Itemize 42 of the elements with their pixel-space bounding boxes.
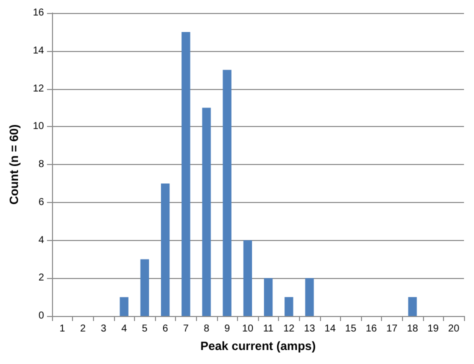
y-tick-label: 14 [32,45,44,56]
x-tick-label: 6 [162,324,169,334]
x-tick-label: 17 [386,324,398,334]
y-tick-label: 2 [38,272,44,284]
x-tick-label: 8 [204,324,210,334]
x-tick-label: 5 [142,324,148,334]
bar [408,297,417,316]
x-tick-label: 4 [121,324,128,334]
x-axis-title: Peak current (amps) [200,339,316,353]
y-tick-label: 12 [32,83,44,94]
bar [202,108,211,316]
bar [264,278,273,316]
x-tick-label: 7 [183,324,190,334]
y-tick-label: 10 [32,121,44,132]
y-axis-title: Count (n = 60) [7,124,21,205]
x-tick-label: 15 [345,324,357,334]
bar [120,297,128,316]
x-tick-label: 9 [224,324,230,334]
x-tick-label: 10 [242,324,254,334]
y-tick-label: 16 [32,8,44,18]
bar [160,183,170,316]
y-tick-label: 0 [38,310,44,322]
bar [284,297,294,316]
x-tick-label: 20 [448,324,460,334]
bar [182,32,190,316]
bar [243,240,252,316]
x-tick-label: 12 [283,324,295,334]
bar [140,259,150,316]
x-tick-label: 14 [324,324,336,334]
x-tick-label: 2 [80,324,86,334]
bar [305,278,314,316]
x-tick-label: 13 [304,324,316,334]
y-tick-label: 8 [38,159,44,170]
x-tick-label: 1 [60,324,66,334]
x-tick-label: 3 [100,324,107,334]
x-tick-label: 11 [263,324,274,334]
y-tick-label: 4 [38,234,44,246]
y-tick-label: 6 [38,196,44,208]
x-tick-label: 16 [366,324,378,334]
x-tick-label: 19 [428,324,440,334]
x-tick-label: 18 [406,324,418,334]
bar [222,70,232,316]
